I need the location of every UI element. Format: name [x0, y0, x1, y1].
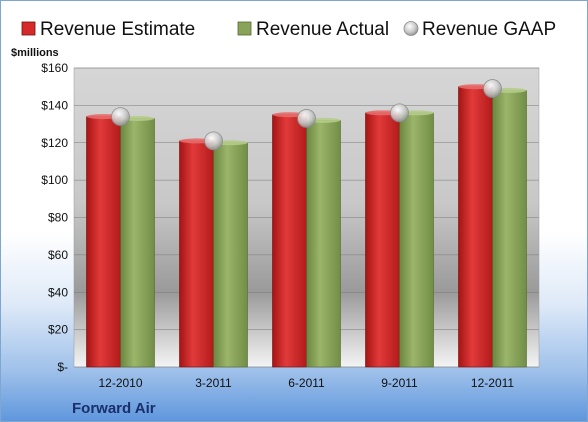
x-tick-label: 3-2011 — [195, 376, 232, 390]
marker-revenue-gaap — [204, 131, 223, 151]
legend-label: Revenue Actual — [256, 19, 389, 40]
legend: Revenue Estimate Revenue Actual Revenue GA… — [21, 19, 556, 40]
y-tick-label: $100 — [41, 173, 68, 187]
x-tick-label: 9-2011 — [381, 376, 418, 390]
y-tick-label: $160 — [41, 61, 68, 75]
y-tick-label: $60 — [48, 248, 68, 262]
bar-revenue-actual — [306, 120, 341, 368]
y-tick-label: $- — [57, 360, 68, 374]
company-name: Forward Air — [72, 400, 156, 417]
marker-revenue-gaap — [297, 109, 316, 128]
y-tick-label: $80 — [48, 211, 68, 225]
bar-revenue-estimate — [458, 86, 493, 368]
legend-label: Revenue GAAP — [422, 19, 556, 40]
legend-label: Revenue Estimate — [40, 19, 195, 40]
bar-revenue-actual — [120, 118, 155, 368]
y-axis-unit-label: $millions — [11, 47, 59, 59]
bar-revenue-estimate — [179, 140, 214, 368]
x-tick-labels: 12-2010 3-2011 6-2011 9-2011 12-2011 — [98, 376, 514, 390]
x-tick-label: 12-2010 — [98, 376, 142, 390]
gaap-markers — [111, 79, 502, 151]
y-tick-label: $140 — [41, 98, 68, 112]
y-tick-label: $120 — [41, 136, 68, 150]
legend-swatch — [237, 21, 252, 36]
x-tick-label: 12-2011 — [471, 376, 514, 390]
bars — [86, 84, 527, 368]
marker-revenue-gaap — [483, 79, 502, 98]
legend-swatch — [403, 21, 419, 36]
bar-revenue-estimate — [86, 116, 121, 368]
bar-revenue-actual — [213, 142, 248, 368]
bar-revenue-estimate — [365, 112, 400, 368]
bar-revenue-estimate — [272, 114, 307, 368]
y-tick-label: $20 — [48, 323, 68, 337]
y-tick-labels: $- $20 $40 $60 $80 $100 $120 $140 $160 — [41, 61, 68, 374]
bar-revenue-actual — [399, 112, 434, 368]
marker-revenue-gaap — [390, 103, 409, 123]
y-tick-label: $40 — [48, 285, 68, 299]
bar-revenue-actual — [492, 90, 527, 368]
x-tick-label: 6-2011 — [288, 376, 325, 390]
legend-swatch — [21, 21, 36, 36]
marker-revenue-gaap — [111, 107, 130, 126]
